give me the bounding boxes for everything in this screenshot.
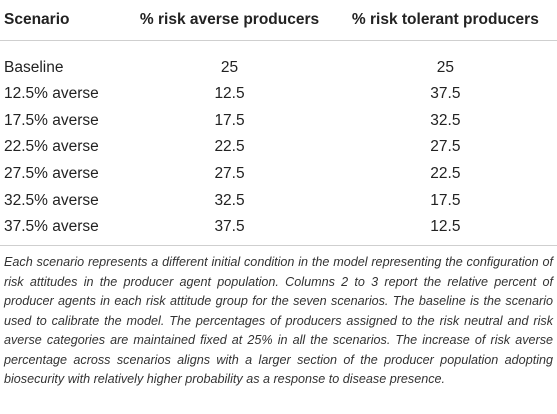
- risk-averse-cell: 32.5: [214, 191, 245, 209]
- scenario-cell: 22.5% averse: [4, 138, 99, 156]
- scenario-cell: 27.5% averse: [4, 165, 99, 183]
- scenario-cell: Baseline: [4, 59, 64, 76]
- risk-averse-cell: 12.5: [214, 85, 245, 103]
- risk-averse-cell: 22.5: [214, 138, 245, 156]
- risk-tolerant-cell: 17.5: [430, 191, 461, 209]
- header-risk-tolerant: % risk tolerant producers: [333, 0, 557, 41]
- risk-tolerant-cell: 12.5: [333, 213, 557, 246]
- table-row: 32.5% averse 32.5 17.5: [0, 187, 557, 214]
- risk-averse-cell: 27.5: [214, 165, 245, 183]
- risk-averse-cell: 17.5: [214, 111, 245, 129]
- risk-tolerant-cell: 22.5: [430, 165, 461, 183]
- table-body: Baseline 25 25 12.5% averse 12.5 37.5 17…: [0, 41, 557, 246]
- risk-tolerant-cell: 27.5: [430, 138, 461, 156]
- header-row: Scenario % risk averse producers % risk …: [0, 0, 557, 41]
- risk-tolerant-cell: 25: [436, 59, 454, 76]
- scenario-cell: 17.5% averse: [4, 111, 99, 129]
- scenario-cell: 32.5% averse: [4, 191, 99, 209]
- table-header: Scenario % risk averse producers % risk …: [0, 0, 557, 41]
- risk-averse-cell: 25: [220, 59, 239, 76]
- table-footnote: Each scenario represents a different ini…: [4, 255, 553, 386]
- scenario-cell: 12.5% averse: [4, 85, 99, 103]
- scenario-table: Scenario % risk averse producers % risk …: [0, 0, 557, 246]
- table-row: 22.5% averse 22.5 27.5: [0, 134, 557, 161]
- table-row: 27.5% averse 27.5 22.5: [0, 161, 557, 188]
- header-risk-averse: % risk averse producers: [125, 0, 334, 41]
- table-row: 17.5% averse 17.5 32.5: [0, 108, 557, 135]
- risk-averse-cell: 37.5: [125, 213, 334, 246]
- table-row: 37.5% averse 37.5 12.5: [0, 213, 557, 246]
- table-row: 12.5% averse 12.5 37.5: [0, 81, 557, 108]
- risk-tolerant-cell: 32.5: [430, 111, 461, 129]
- risk-tolerant-cell: 37.5: [430, 85, 461, 103]
- table-row: Baseline 25 25: [0, 41, 557, 82]
- scenario-cell: 37.5% averse: [0, 213, 126, 246]
- header-scenario: Scenario: [0, 0, 126, 41]
